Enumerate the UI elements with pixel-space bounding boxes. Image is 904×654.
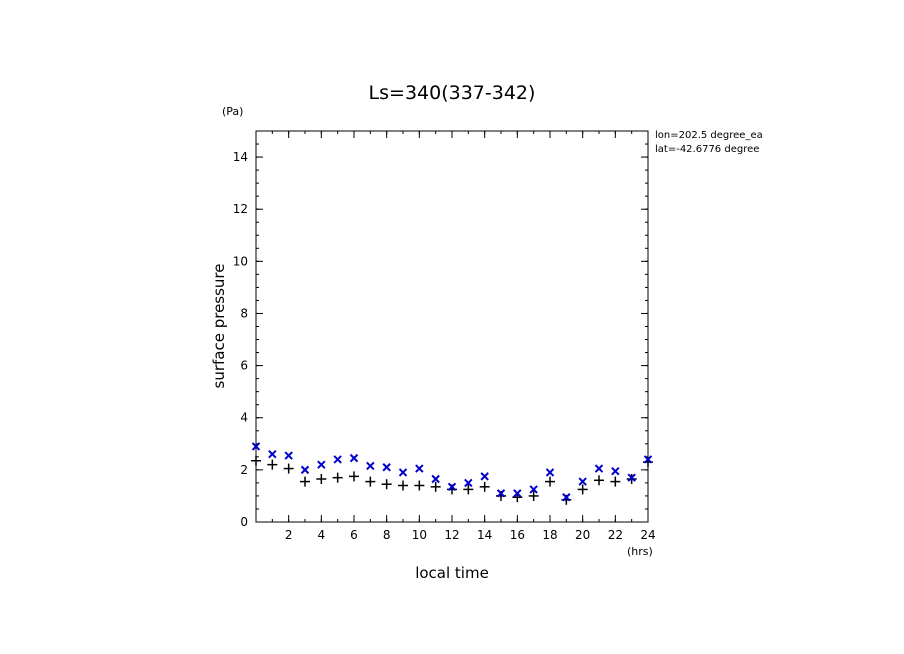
cross-marker: [415, 464, 424, 473]
plus-marker: [283, 463, 294, 474]
y-axis-label: surface pressure: [210, 264, 228, 389]
chart-title: Ls=340(337-342): [369, 82, 536, 104]
cross-marker: [594, 464, 604, 473]
cross-marker: [349, 453, 359, 463]
x-tick-label: 8: [383, 528, 391, 542]
plus-marker: [577, 484, 588, 495]
cross-marker: [284, 451, 293, 460]
x-axis-label: local time: [415, 564, 489, 582]
x-tick-label: 6: [350, 528, 358, 542]
cross-marker: [382, 463, 391, 472]
plus-marker: [545, 476, 555, 487]
plus-marker: [479, 481, 490, 492]
cross-marker: [431, 474, 440, 484]
x-tick-label: 18: [542, 528, 557, 542]
y-axis-unit: (Pa): [222, 105, 243, 118]
plus-marker: [300, 476, 310, 487]
cross-marker: [333, 455, 342, 464]
x-tick-label: 4: [318, 528, 326, 542]
cross-marker: [447, 482, 457, 492]
plus-marker: [332, 472, 343, 483]
plus-marker: [528, 490, 539, 501]
cross-marker: [268, 450, 277, 459]
x-tick-label: 2: [285, 528, 293, 542]
cross-marker: [513, 489, 522, 498]
cross-marker: [496, 489, 506, 498]
plus-marker: [610, 476, 621, 487]
cross-marker: [480, 472, 489, 481]
y-tick-label: 6: [240, 359, 248, 373]
x-axis-unit: (hrs): [627, 545, 653, 558]
x-tick-label: 14: [477, 528, 492, 542]
plus-marker: [463, 484, 474, 495]
plus-marker: [381, 479, 392, 490]
y-tick-label: 4: [240, 411, 248, 425]
cross-marker: [529, 485, 538, 494]
cross-marker: [300, 465, 310, 475]
cross-marker: [317, 460, 326, 469]
annotation-lat: lat=-42.6776 degree: [655, 144, 759, 155]
y-tick-label: 8: [240, 306, 248, 320]
x-tick-label: 16: [510, 528, 525, 542]
cross-marker: [251, 442, 261, 451]
y-tick-label: 2: [240, 463, 248, 477]
x-tick-label: 22: [608, 528, 623, 542]
plus-marker: [414, 480, 425, 491]
plus-marker: [267, 459, 278, 470]
data-points: [251, 442, 653, 505]
x-tick-label: 10: [412, 528, 427, 542]
cross-marker: [611, 466, 620, 476]
plus-marker: [594, 475, 604, 486]
cross-marker: [464, 478, 473, 488]
plot-frame: [255, 130, 649, 523]
x-tick-label: 24: [640, 528, 655, 542]
cross-marker: [643, 455, 653, 464]
cross-marker: [627, 473, 636, 482]
cross-marker: [578, 477, 587, 486]
plus-marker: [251, 455, 261, 466]
cross-marker: [545, 468, 555, 477]
plus-marker: [349, 471, 359, 482]
plus-marker: [365, 476, 376, 487]
plus-marker: [398, 480, 408, 491]
annotation-lon: lon=202.5 degree_ea: [655, 130, 763, 141]
plus-marker: [316, 473, 327, 484]
cross-marker: [366, 461, 375, 471]
cross-marker: [398, 468, 408, 477]
x-tick-label: 12: [444, 528, 459, 542]
y-tick-label: 14: [233, 150, 248, 164]
y-tick-label: 12: [233, 202, 248, 216]
y-tick-label: 10: [233, 254, 248, 268]
cross-marker: [562, 493, 571, 502]
x-tick-label: 20: [575, 528, 590, 542]
plus-marker: [430, 481, 441, 492]
y-tick-label: 0: [240, 515, 248, 529]
